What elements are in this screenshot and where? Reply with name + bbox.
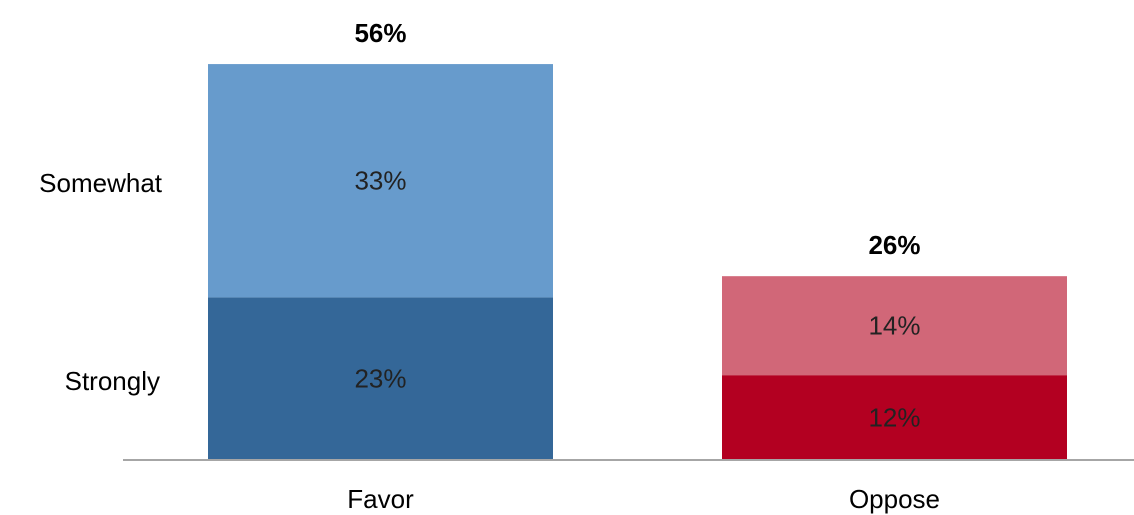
total-label-favor: 56%: [354, 18, 406, 48]
bar-oppose-strongly: [722, 375, 1067, 460]
bar-oppose-somewhat: [722, 276, 1067, 376]
category-label-favor: Favor: [347, 484, 414, 514]
plot-area: 23% 33% 56% Favor 12% 14% 26% Oppose: [208, 18, 1067, 514]
row-label-somewhat: Somewhat: [39, 168, 163, 198]
data-label-oppose-somewhat: 14%: [868, 311, 920, 341]
bar-favor-strongly: [208, 297, 553, 460]
total-label-oppose: 26%: [868, 230, 920, 260]
data-label-oppose-strongly: 12%: [868, 403, 920, 433]
bar-favor-somewhat: [208, 64, 553, 298]
category-label-oppose: Oppose: [849, 484, 940, 514]
data-label-favor-strongly: 23%: [354, 364, 406, 394]
data-label-favor-somewhat: 33%: [354, 166, 406, 196]
row-label-strongly: Strongly: [65, 366, 160, 396]
